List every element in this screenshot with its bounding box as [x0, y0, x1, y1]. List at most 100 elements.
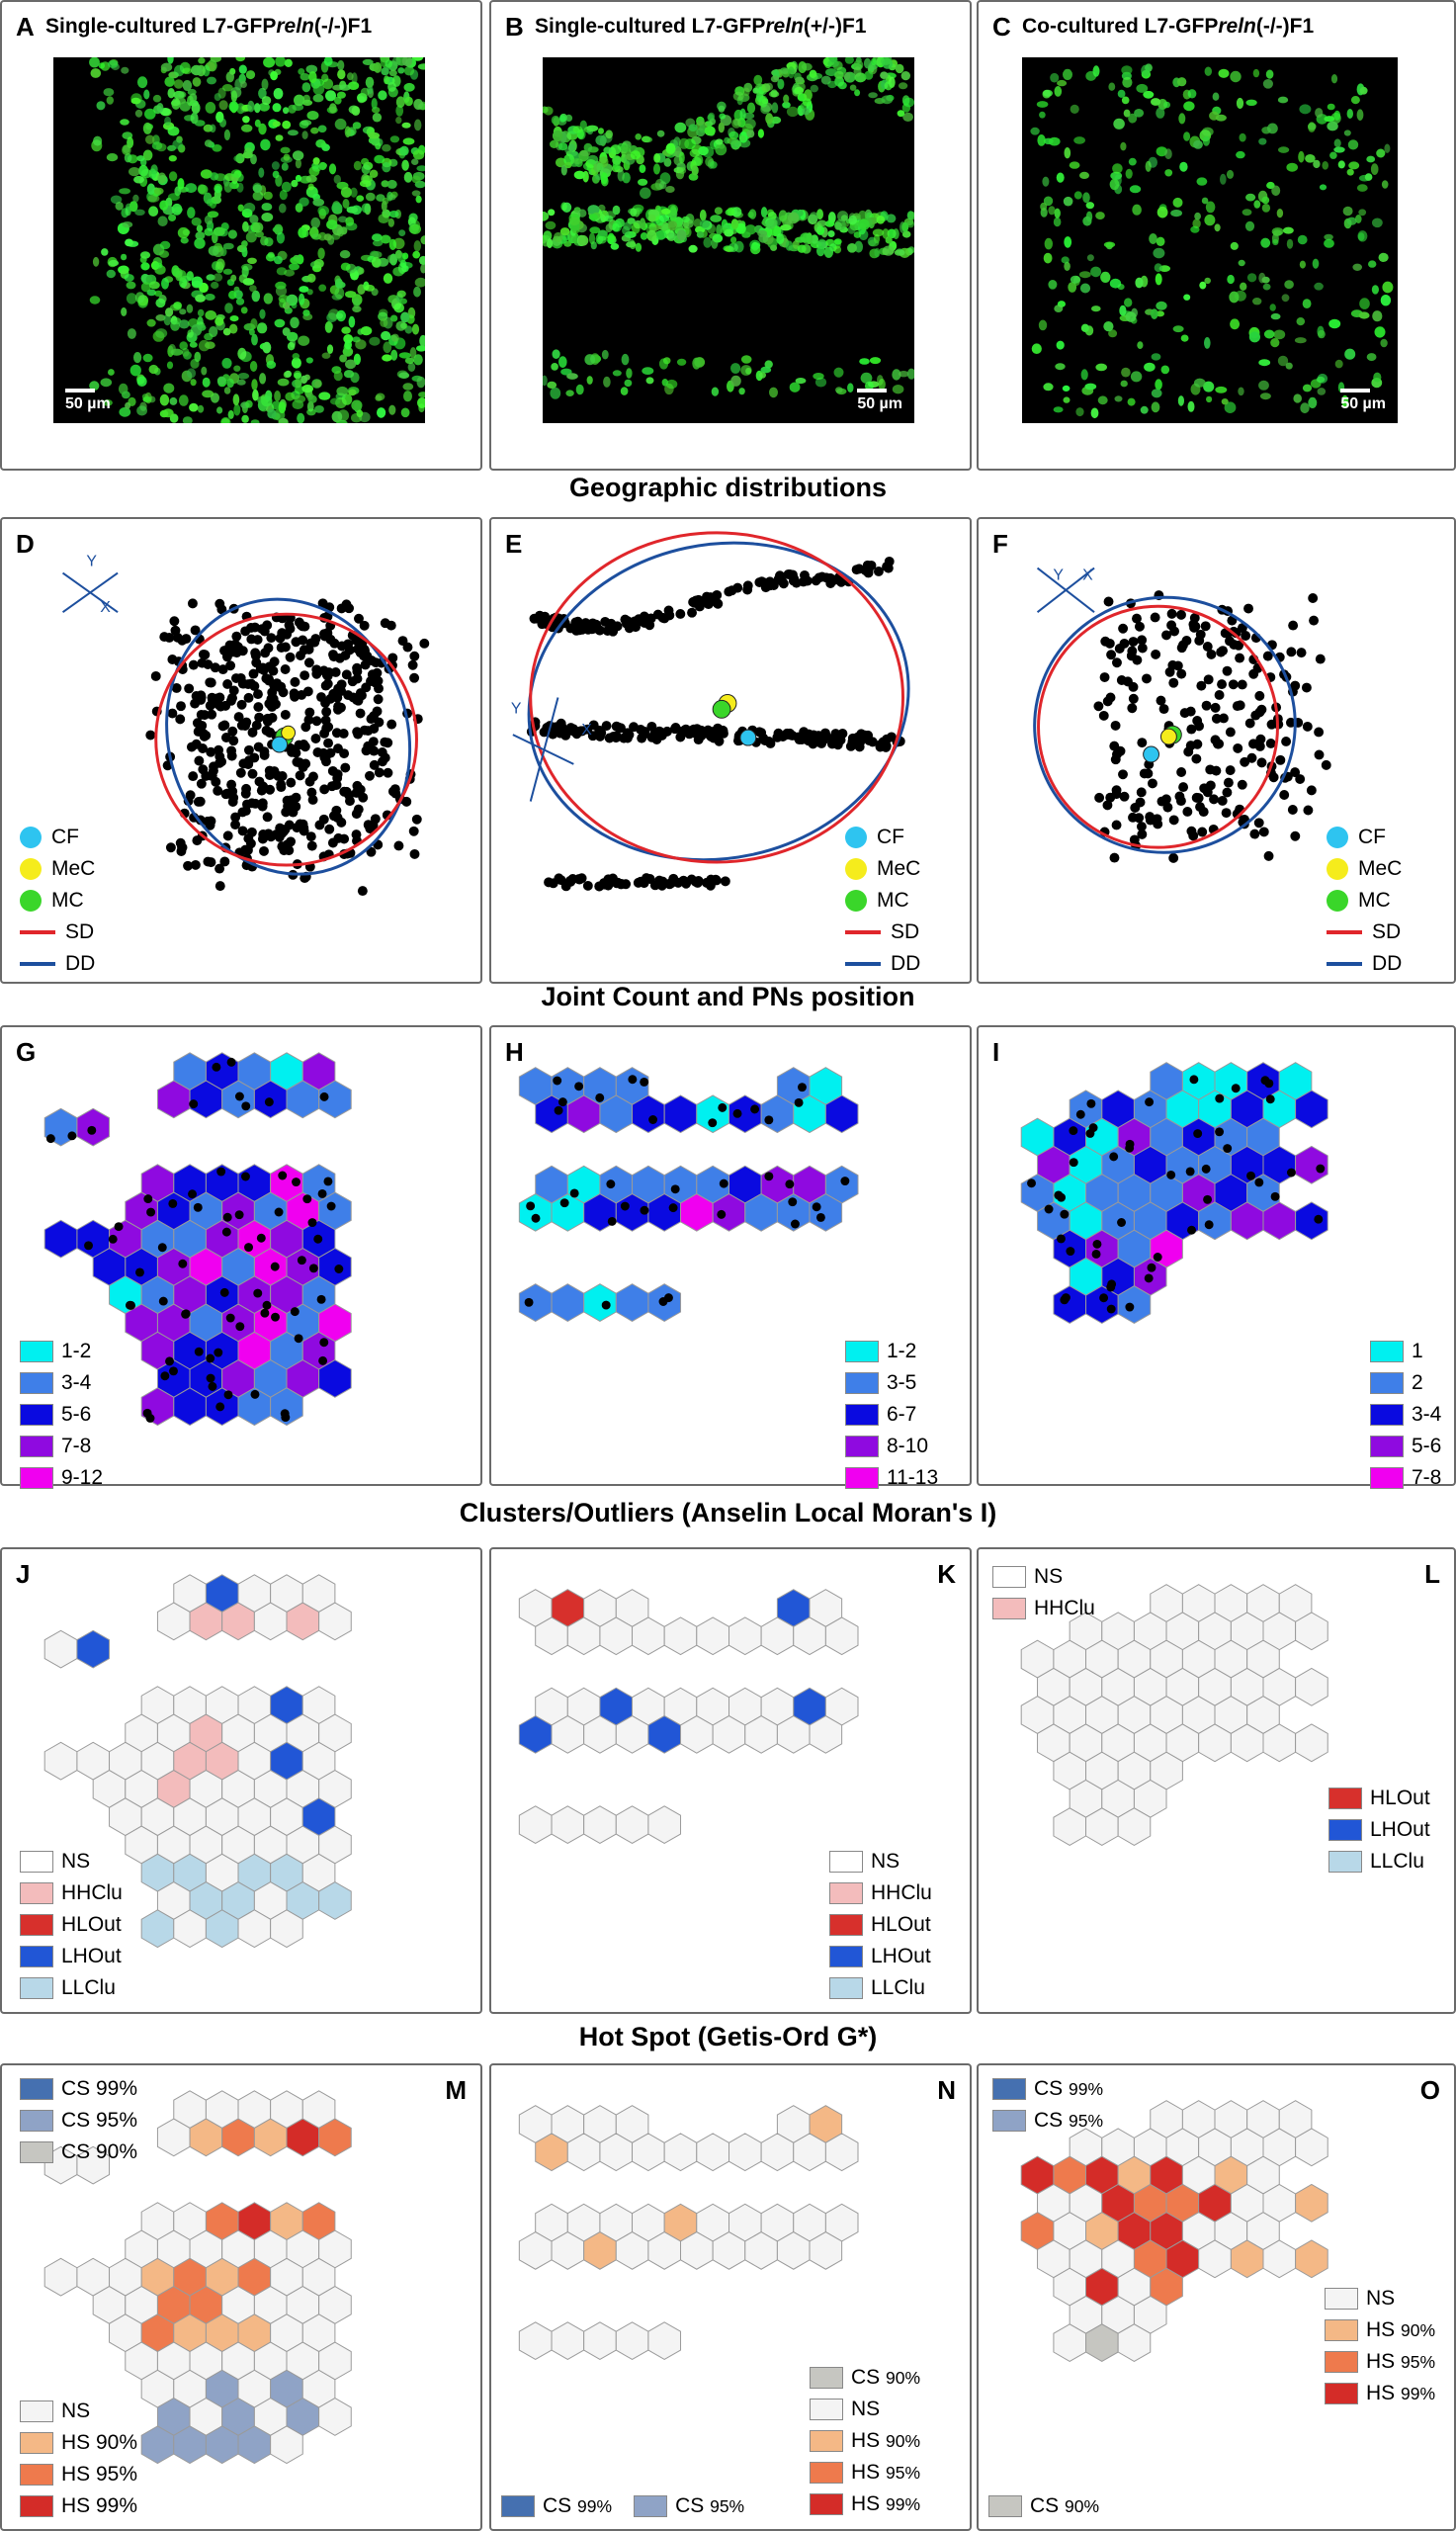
legend-item: DD	[20, 948, 95, 980]
panel-a: A Single-cultured L7-GFPreln(-/-)F1 50 µ…	[0, 0, 482, 471]
cell-body	[173, 302, 182, 309]
cell-body	[398, 372, 410, 380]
pn-dot	[327, 837, 338, 848]
cell-body	[238, 64, 247, 74]
cell-body	[318, 284, 327, 292]
panel-h: H 1-2 3-5 6-7 8-10 11-13	[489, 1025, 972, 1489]
pn-dot	[264, 728, 275, 739]
pn-dot	[524, 1297, 534, 1307]
cell-body	[89, 57, 100, 68]
cell-body	[155, 142, 167, 152]
cell-body	[1212, 92, 1220, 101]
pn-dot	[1321, 759, 1331, 770]
cell-body	[355, 339, 367, 350]
pn-dot	[1137, 738, 1148, 748]
cell-body	[160, 62, 173, 72]
pn-dot	[1182, 807, 1193, 817]
pn-dot	[1281, 737, 1292, 746]
pn-dot	[613, 722, 624, 733]
pn-dot	[286, 777, 297, 788]
cell-body	[250, 318, 258, 329]
cell-body	[653, 153, 661, 163]
cell-body	[827, 212, 836, 223]
cell-body	[1129, 185, 1142, 194]
cell-body	[336, 312, 343, 319]
pn-dot	[264, 765, 275, 776]
panel-label: L	[1424, 1559, 1440, 1589]
pn-dot	[306, 787, 317, 798]
pn-dot	[214, 863, 225, 874]
cell-body	[1082, 216, 1092, 226]
cell-body	[1355, 215, 1362, 223]
cell-body	[777, 78, 785, 90]
cell-body	[631, 221, 641, 234]
cell-body	[308, 71, 317, 83]
panel-label: F	[992, 529, 1008, 559]
cell-body	[364, 284, 375, 292]
pn-dot	[262, 1300, 272, 1310]
legend-swatch	[1370, 1341, 1404, 1362]
cell-body	[859, 358, 870, 365]
cell-body	[880, 71, 889, 79]
cell-body	[1246, 273, 1257, 283]
pn-dot	[169, 1366, 178, 1376]
cell-body	[336, 419, 348, 423]
cell-body	[388, 404, 396, 415]
pn-dot	[854, 742, 865, 752]
cell-body	[738, 388, 745, 395]
pn-dot	[1211, 713, 1222, 724]
cell-body	[1187, 89, 1197, 99]
cell-body	[681, 216, 690, 223]
panel-label: J	[16, 1559, 31, 1589]
hex-cell	[1295, 1145, 1328, 1184]
cell-body	[340, 187, 352, 198]
cell-body	[252, 389, 259, 401]
pn-dot	[319, 784, 330, 795]
pn-dot	[237, 826, 248, 836]
pn-dot	[290, 1307, 300, 1317]
pn-dot	[322, 678, 333, 689]
cell-body	[240, 306, 248, 314]
pn-dot	[582, 880, 593, 891]
cell-body	[630, 208, 638, 218]
cell-body	[1322, 161, 1328, 170]
cell-body	[418, 255, 425, 265]
pn-dot	[226, 1057, 236, 1067]
cell-body	[90, 68, 102, 78]
cell-body	[137, 76, 148, 89]
pn-dot	[84, 1241, 93, 1251]
pn-dot	[1195, 629, 1206, 640]
pn-dot	[1314, 1214, 1324, 1224]
pn-dot	[1215, 1093, 1225, 1103]
pn-dot	[1231, 1084, 1241, 1093]
pn-dot	[783, 568, 794, 579]
cell-body	[843, 71, 851, 81]
pn-dot	[1166, 608, 1177, 619]
pn-dot	[252, 635, 263, 646]
cell-body	[279, 190, 288, 201]
cell-body	[252, 191, 264, 202]
cell-body	[297, 412, 305, 423]
legend-item: CF	[845, 822, 920, 853]
cell-body	[1036, 101, 1049, 108]
pn-dot	[687, 607, 697, 618]
cell-body	[159, 240, 171, 250]
pn-dot	[1136, 787, 1147, 798]
legend-line	[845, 930, 881, 934]
cell-body	[893, 228, 899, 240]
pn-dot	[347, 676, 358, 687]
pn-dot	[217, 664, 228, 675]
panel-title: Single-cultured L7-GFPreln(-/-)F1	[45, 15, 373, 38]
cell-body	[187, 207, 196, 218]
cell-body	[189, 402, 199, 412]
cell-body	[605, 223, 613, 233]
pn-dot	[632, 616, 642, 626]
legend-dot	[845, 858, 867, 880]
hex-cell	[1117, 1807, 1152, 1847]
cell-body	[411, 158, 419, 165]
pn-dot	[830, 574, 841, 585]
cell-body	[414, 119, 422, 131]
pn-dot	[354, 613, 364, 624]
cell-body	[1113, 118, 1125, 130]
pn-dot	[713, 723, 724, 734]
